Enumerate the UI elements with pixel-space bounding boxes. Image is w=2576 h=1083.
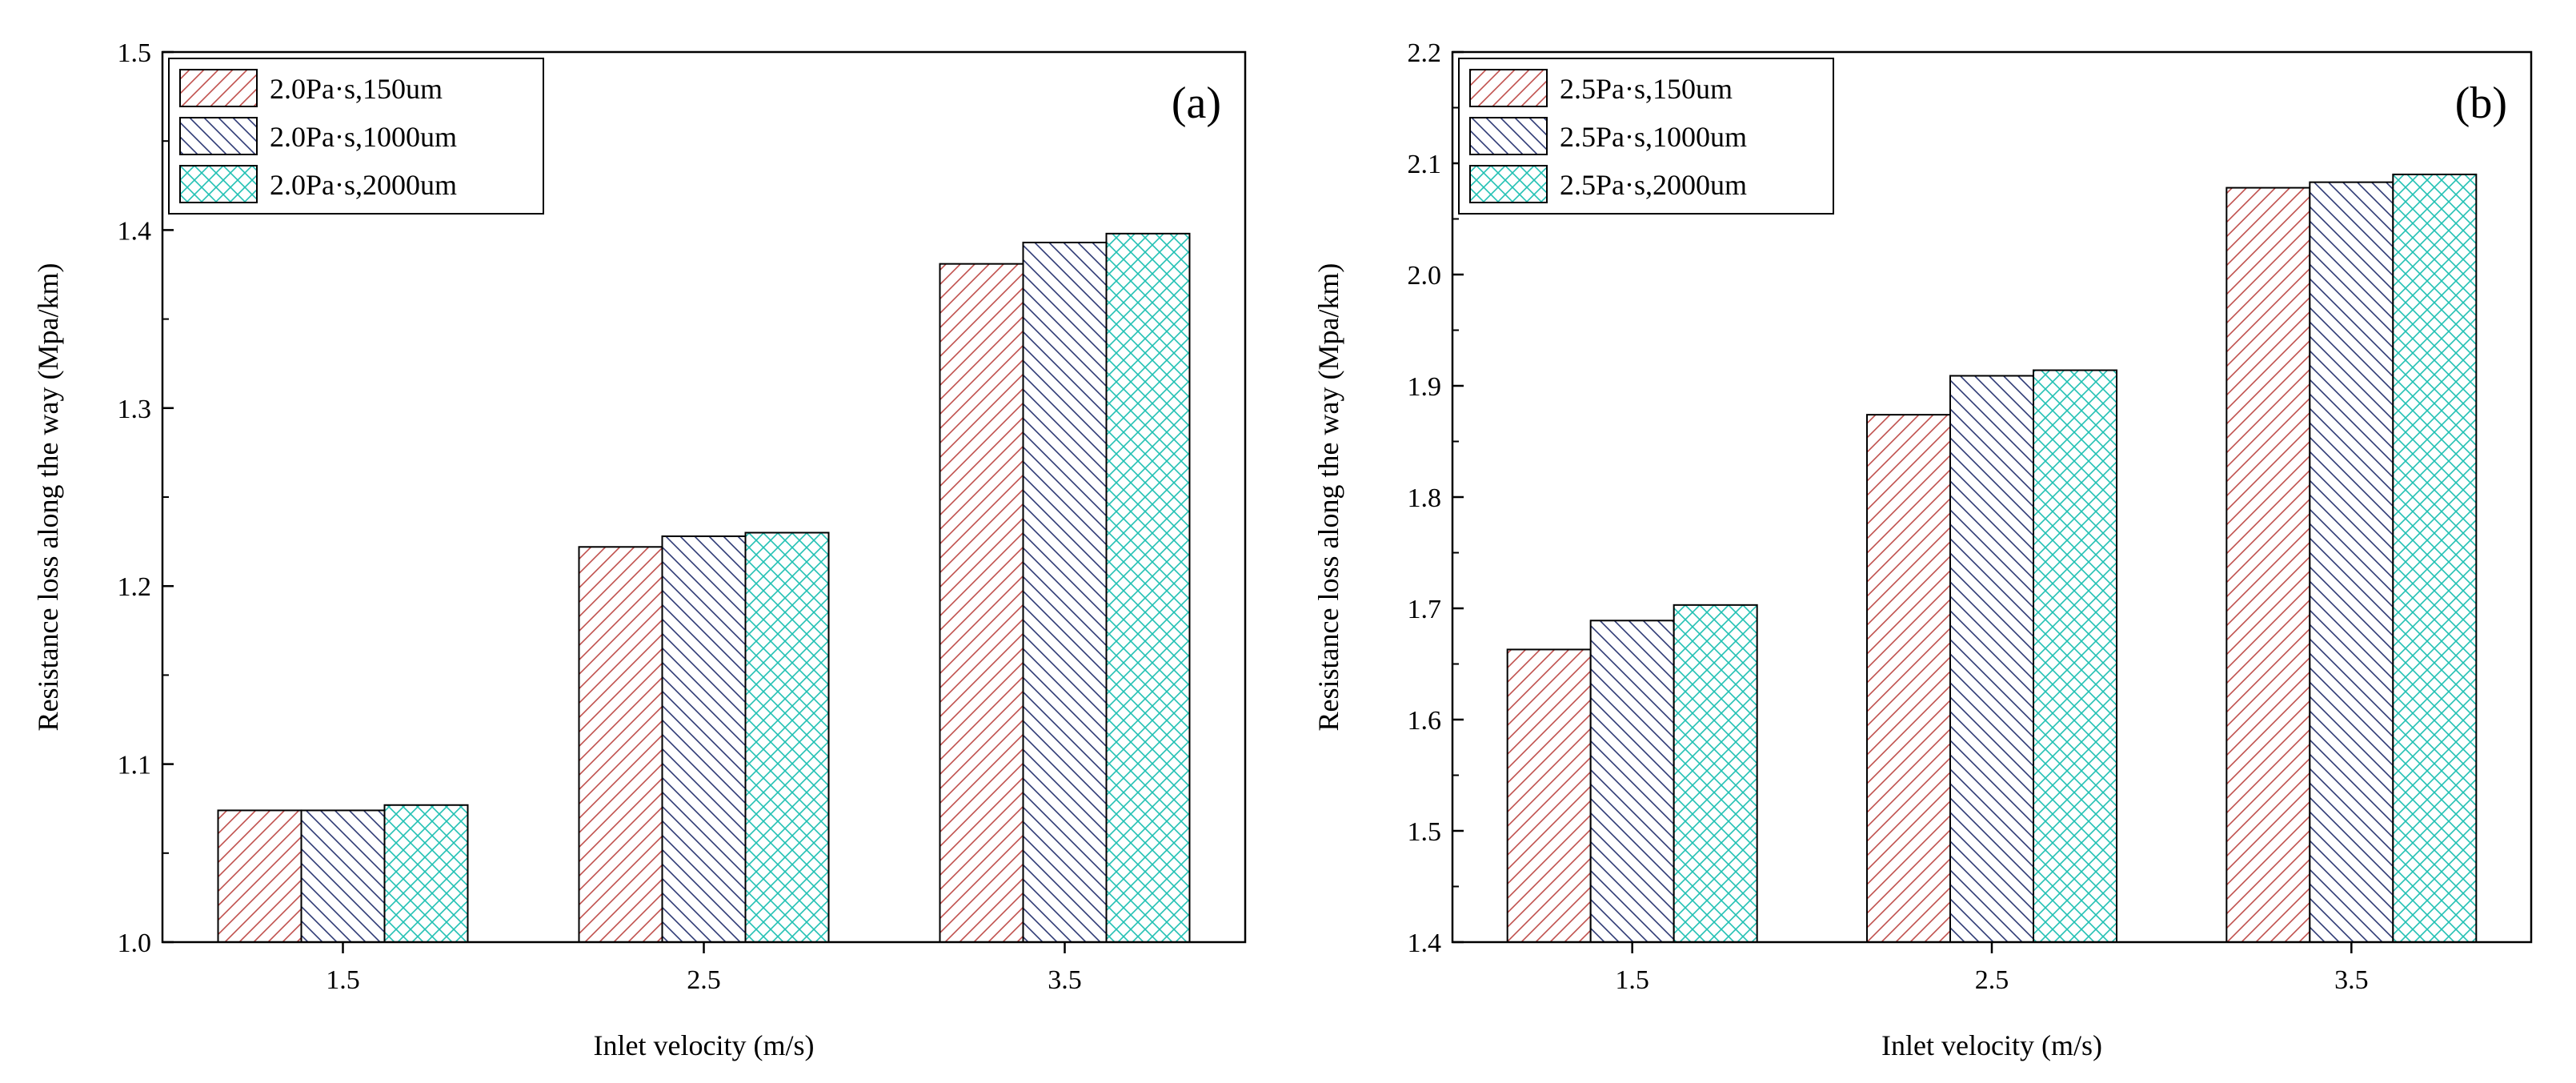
legend-swatch: [179, 117, 258, 155]
y-tick-label: 1.2: [118, 572, 152, 602]
panel-label: (b): [2455, 78, 2507, 128]
bar-2.5Pa·s,2000um-1.5: [1673, 604, 1758, 944]
y-axis-title: Resistance loss along the way (Mpa/km): [32, 263, 64, 732]
bar-2.5Pa·s,1000um-2.5: [1949, 375, 2034, 943]
x-axis-title: Inlet velocity (m/s): [594, 1029, 815, 1061]
y-tick-label: 1.1: [118, 751, 152, 780]
x-tick-label: 1.5: [1615, 965, 1649, 995]
legend-swatch: [1469, 69, 1548, 107]
y-tick-label: 1.0: [118, 929, 152, 958]
y-tick-label: 1.5: [118, 38, 152, 68]
legend-label: 2.5Pa·s,150um: [1560, 73, 1733, 105]
x-tick-label: 2.5: [1975, 965, 2009, 995]
x-axis-title: Inlet velocity (m/s): [1881, 1029, 2102, 1061]
legend-label: 2.5Pa·s,2000um: [1560, 169, 1747, 201]
bar-2.0Pa·s,150um-3.5: [939, 263, 1024, 943]
bar-2.0Pa·s,1000um-3.5: [1022, 241, 1108, 943]
bar-2.5Pa·s,150um-3.5: [2225, 187, 2311, 943]
legend-swatch: [179, 69, 258, 107]
y-tick-label: 2.0: [1408, 261, 1442, 291]
y-tick-label: 1.8: [1408, 483, 1442, 513]
chart-panel-a: 1.0 1.1 1.2 1.3 1.4 1.5 1.5 2.5 3.5 Inlet velocit…: [32, 38, 1247, 1061]
legend-swatch: [1469, 165, 1548, 203]
panel-label: (a): [1172, 78, 1221, 128]
y-tick-label: 2.2: [1408, 38, 1442, 68]
y-tick-label: 2.1: [1408, 150, 1442, 179]
y-tick-label: 1.4: [118, 216, 152, 246]
y-tick-label: 1.9: [1408, 372, 1442, 402]
legend-label: 2.0Pa·s,2000um: [270, 169, 457, 201]
bar-2.0Pa·s,2000um-1.5: [383, 804, 469, 944]
chart-panel-b: 1.4 1.5 1.6 1.7 1.8 1.9 2.0 2.1 2.2 1.5 2.5 3.5 Inle…: [1312, 38, 2533, 1061]
x-tick-label: 1.5: [326, 965, 360, 995]
bar-2.5Pa·s,1000um-3.5: [2309, 181, 2394, 943]
bar-2.0Pa·s,1000um-1.5: [300, 809, 386, 944]
bar-2.0Pa·s,150um-2.5: [578, 546, 663, 943]
bar-2.0Pa·s,1000um-2.5: [661, 535, 747, 943]
y-axis-title: Resistance loss along the way (Mpa/km): [1312, 263, 1344, 732]
legend-label: 2.5Pa·s,1000um: [1560, 121, 1747, 153]
bar-2.5Pa·s,2000um-2.5: [2033, 369, 2117, 944]
x-tick-label: 2.5: [687, 965, 721, 995]
y-tick-label: 1.3: [118, 395, 152, 424]
bar-2.5Pa·s,1000um-1.5: [1589, 620, 1675, 943]
legend-label: 2.0Pa·s,150um: [270, 73, 443, 105]
legend: 2.5Pa·s,150um 2.5Pa·s,1000um 2.5Pa·s,2000u…: [1458, 58, 1834, 215]
bar-2.0Pa·s,2000um-3.5: [1105, 232, 1191, 943]
legend-label: 2.0Pa·s,1000um: [270, 121, 457, 153]
bar-2.5Pa·s,150um-1.5: [1506, 648, 1592, 943]
bar-2.0Pa·s,2000um-2.5: [744, 531, 830, 943]
y-tick-label: 1.6: [1408, 706, 1442, 736]
y-tick-label: 1.4: [1408, 929, 1442, 958]
legend-swatch: [1469, 117, 1548, 155]
y-tick-label: 1.5: [1408, 817, 1442, 847]
legend: 2.0Pa·s,150um 2.0Pa·s,1000um 2.0Pa·s,2000u…: [168, 58, 544, 215]
bar-2.5Pa·s,150um-2.5: [1866, 414, 1951, 943]
x-tick-label: 3.5: [2334, 965, 2369, 995]
x-tick-label: 3.5: [1048, 965, 1082, 995]
bar-2.5Pa·s,2000um-3.5: [2392, 173, 2478, 943]
y-tick-label: 1.7: [1408, 595, 1442, 624]
bar-2.0Pa·s,150um-1.5: [217, 809, 302, 944]
legend-swatch: [179, 165, 258, 203]
